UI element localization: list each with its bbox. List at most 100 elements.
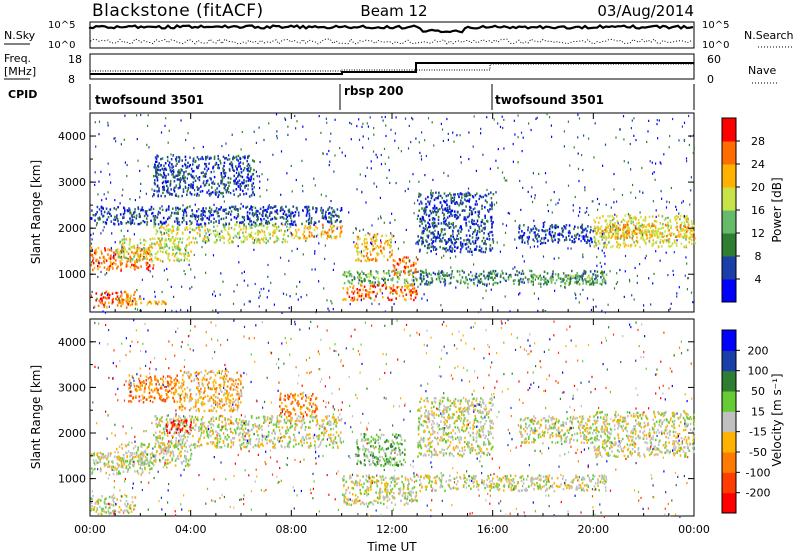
power-cell <box>403 278 406 281</box>
power-noise-cell <box>235 171 238 174</box>
power-cell <box>407 285 410 288</box>
power-cell <box>260 219 263 222</box>
power-cell <box>233 174 235 178</box>
power-cell <box>104 291 106 295</box>
power-cell <box>135 217 138 220</box>
power-cell <box>478 227 481 231</box>
power-noise-cell <box>599 261 601 264</box>
power-cell <box>149 254 151 257</box>
power-cell <box>485 194 488 198</box>
power-noise-cell <box>630 191 632 194</box>
power-cell <box>188 236 190 239</box>
power-noise-cell <box>255 170 257 173</box>
power-cell <box>98 218 100 221</box>
power-cell <box>126 250 128 253</box>
power-noise-cell <box>415 256 417 259</box>
power-cell <box>418 209 420 212</box>
power-cell <box>159 207 161 210</box>
power-cell <box>214 191 217 195</box>
power-cell <box>642 231 644 234</box>
power-cell <box>473 283 476 286</box>
power-cell <box>439 201 442 204</box>
power-noise-cell <box>188 263 190 266</box>
power-cell <box>175 206 177 209</box>
power-cell <box>186 193 188 196</box>
power-noise-cell <box>518 280 520 283</box>
power-cell <box>303 230 306 233</box>
power-cell <box>310 231 313 235</box>
power-noise-cell <box>296 120 298 123</box>
power-cell <box>596 278 598 282</box>
power-cell <box>285 221 287 224</box>
power-noise-cell <box>656 119 658 122</box>
power-noise-cell <box>468 220 470 223</box>
power-noise-cell <box>635 139 637 142</box>
power-noise-cell <box>207 238 210 241</box>
power-cell <box>550 275 552 278</box>
power-cell <box>565 279 568 283</box>
power-cell <box>215 220 217 223</box>
power-cell <box>492 221 494 224</box>
power-noise-cell <box>353 241 355 244</box>
power-cell <box>247 156 249 160</box>
power-cell <box>594 226 597 230</box>
power-cell <box>455 213 457 217</box>
power-cell <box>505 272 508 275</box>
power-cell <box>209 194 211 197</box>
power-cell <box>167 223 170 226</box>
power-cell <box>304 224 307 228</box>
power-cell <box>460 243 462 246</box>
power-cell <box>122 213 125 216</box>
power-cell <box>433 234 436 237</box>
power-cell <box>614 237 617 240</box>
power-cell <box>179 177 182 180</box>
power-cell <box>408 283 411 287</box>
power-cell <box>583 228 586 232</box>
power-cell <box>313 235 315 238</box>
power-cell <box>189 227 191 230</box>
power-cell <box>439 194 442 198</box>
power-cell <box>459 201 462 205</box>
power-cell <box>200 209 203 213</box>
power-cell <box>117 220 119 223</box>
power-cell <box>562 279 564 283</box>
power-cell <box>686 214 688 218</box>
power-cell <box>447 209 449 213</box>
vel-cell <box>108 511 111 514</box>
power-cell <box>551 273 554 276</box>
power-cell <box>382 247 385 250</box>
power-cell <box>378 246 380 249</box>
power-cell <box>143 251 146 254</box>
power-noise-cell <box>446 117 448 121</box>
power-noise-cell <box>567 120 569 123</box>
power-cell <box>510 275 512 278</box>
power-cell <box>237 195 240 198</box>
power-noise-cell <box>151 212 153 215</box>
power-noise-cell <box>205 164 207 167</box>
power-cell <box>289 231 292 234</box>
power-cell <box>516 273 519 277</box>
power-cell <box>461 246 463 249</box>
power-cell <box>451 250 453 253</box>
power-cell <box>356 235 359 238</box>
power-noise-cell <box>255 141 257 144</box>
power-cell <box>683 229 686 232</box>
power-cell <box>153 242 156 245</box>
power-cell <box>210 191 212 195</box>
power-noise-cell <box>475 169 477 172</box>
power-cell <box>215 162 218 165</box>
vel-cell <box>117 458 119 461</box>
power-cell <box>393 266 396 269</box>
power-noise-cell <box>326 121 328 124</box>
power-noise-cell <box>95 224 98 227</box>
power-noise-cell <box>163 232 165 235</box>
power-cell <box>454 202 456 205</box>
power-noise-cell <box>284 117 286 120</box>
power-noise-cell <box>339 147 341 150</box>
power-noise-cell <box>163 310 166 313</box>
power-cell <box>495 281 497 284</box>
power-cell <box>265 237 267 241</box>
power-noise-cell <box>213 170 215 173</box>
power-cell <box>422 241 424 245</box>
power-noise-cell <box>302 190 304 193</box>
